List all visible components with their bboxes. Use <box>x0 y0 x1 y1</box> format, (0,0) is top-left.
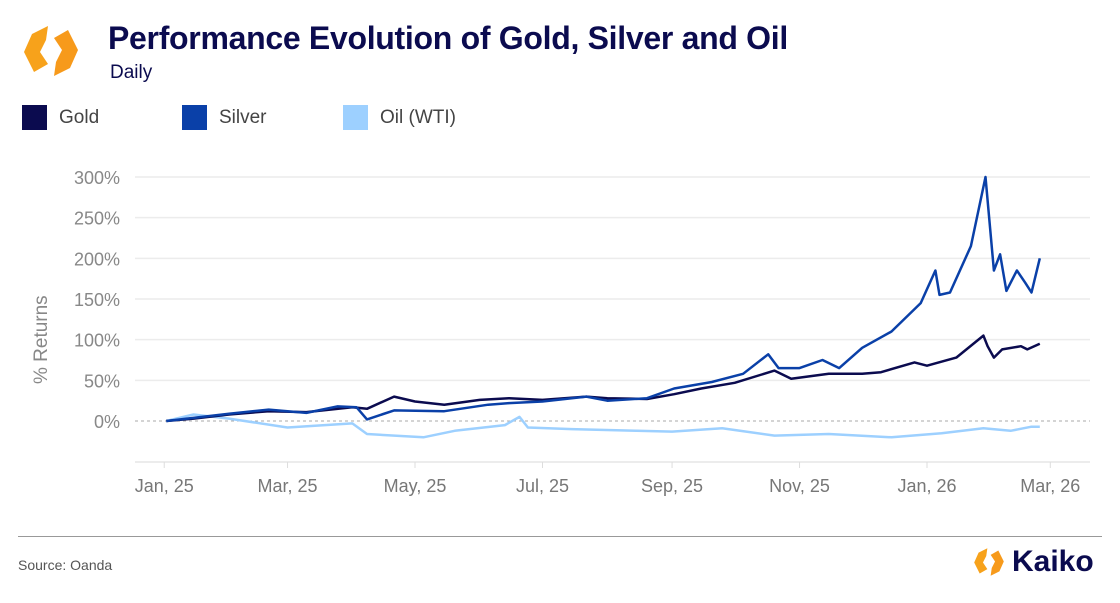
x-tick-label: Jul, 25 <box>516 476 569 496</box>
legend-label: Gold <box>59 106 100 128</box>
legend-label: Oil (WTI) <box>380 106 456 128</box>
x-tick-label: Jan, 26 <box>897 476 956 496</box>
legend-swatch <box>22 105 47 130</box>
y-tick-label: 150% <box>74 290 120 310</box>
brand-logo: Kaiko <box>972 545 1094 579</box>
kaiko-logo-icon <box>974 548 1004 576</box>
legend-item-oil: Oil (WTI) <box>343 105 456 130</box>
footer-divider <box>18 536 1102 537</box>
chart-title: Performance Evolution of Gold, Silver an… <box>108 20 788 56</box>
legend-swatch <box>343 105 368 130</box>
x-tick-label: May, 25 <box>384 476 447 496</box>
source-note: Source: Oanda <box>18 557 113 573</box>
y-tick-label: 0% <box>94 412 120 432</box>
x-tick-label: Mar, 26 <box>1020 476 1080 496</box>
series-line-oil-wti <box>166 413 1040 439</box>
y-axis-label: % Returns <box>31 295 52 384</box>
series-line-gold <box>166 334 1041 423</box>
y-tick-label: 300% <box>74 168 120 188</box>
brand-name: Kaiko <box>1012 545 1094 578</box>
chart-subtitle: Daily <box>110 62 153 83</box>
kaiko-logo-icon <box>24 26 78 76</box>
legend-label: Silver <box>219 106 267 128</box>
x-tick-label: Sep, 25 <box>641 476 703 496</box>
series-line-silver <box>166 175 1042 423</box>
y-tick-label: 100% <box>74 331 120 351</box>
y-tick-label: 200% <box>74 249 120 269</box>
x-tick-label: Nov, 25 <box>769 476 830 496</box>
legend-swatch <box>182 105 207 130</box>
plot-area: 0% 50% 100% 150% 200% 250% 300% Jan, 25 Mar, 25 M… <box>31 168 1090 496</box>
x-tick-label: Jan, 25 <box>135 476 194 496</box>
legend-item-silver: Silver <box>182 105 267 130</box>
y-tick-label: 250% <box>74 209 120 229</box>
legend-item-gold: Gold <box>22 105 99 130</box>
y-tick-label: 50% <box>84 371 120 391</box>
x-tick-label: Mar, 25 <box>258 476 318 496</box>
